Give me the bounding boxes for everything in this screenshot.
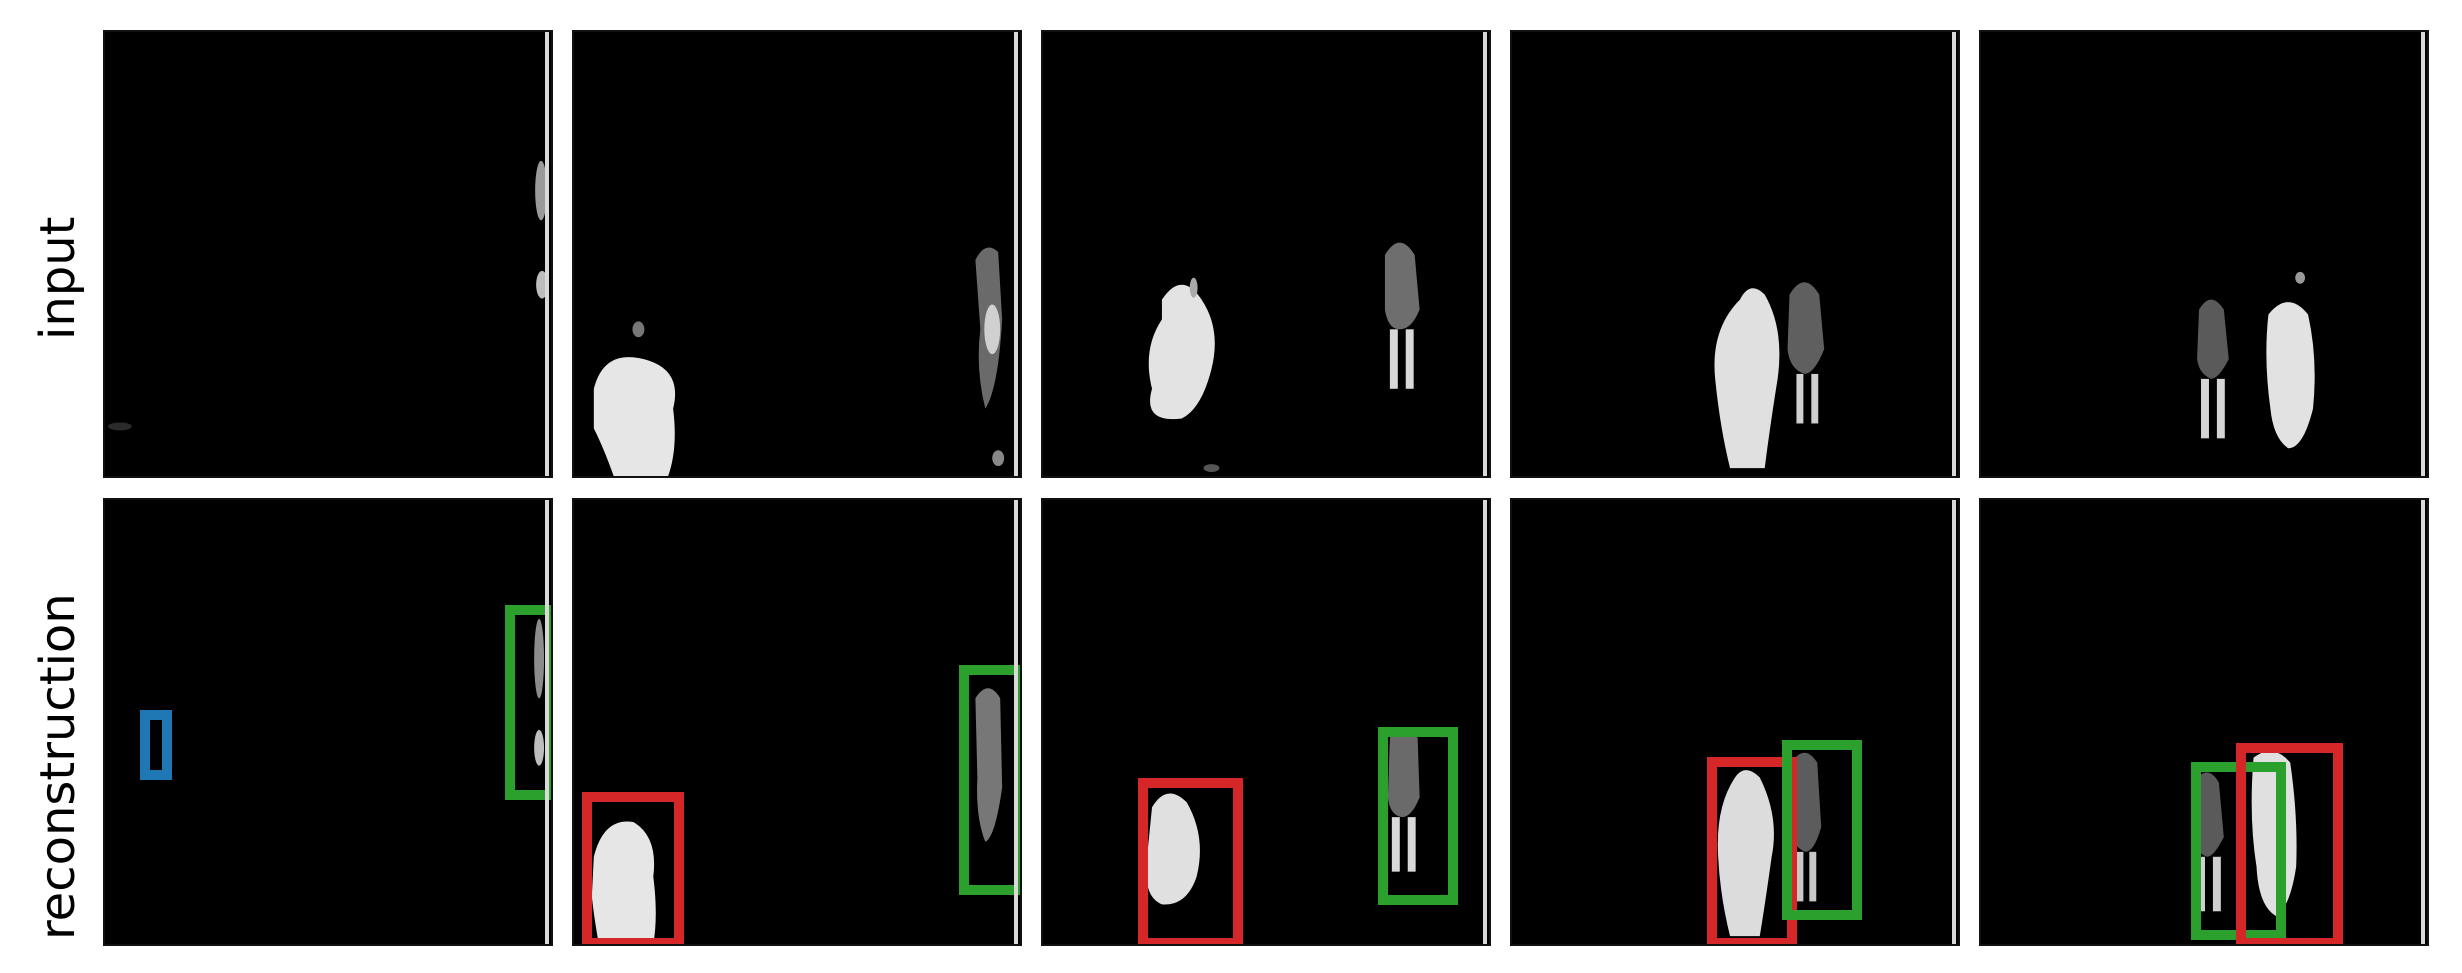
input-frame-3-image (1148, 242, 1420, 473)
reconstruction-frame-4-image (1717, 752, 1822, 937)
reconstruction-frame-2 (572, 498, 1022, 946)
reconstruction-frame-4 (1510, 498, 1960, 946)
input-frame-1-image (107, 160, 549, 431)
input-frame-5 (1979, 30, 2429, 478)
reconstruction-frame-1 (103, 498, 553, 946)
panel-edge (1483, 32, 1487, 476)
panel-edge (545, 32, 549, 476)
bbox-red (1707, 757, 1797, 944)
bbox-red (582, 792, 684, 944)
input-frame-4-image (1714, 282, 1825, 469)
bbox-green (1378, 727, 1458, 905)
bbox-red (1138, 778, 1243, 944)
panel-edge (2421, 500, 2425, 944)
reconstruction-frame-3-image (1146, 727, 1420, 905)
input-frame-2-image (593, 247, 1005, 476)
input-frame-1 (103, 30, 553, 478)
panel-edge (1952, 500, 1956, 944)
reconstruction-frame-3 (1041, 498, 1491, 946)
panel-edge (545, 500, 549, 944)
panel-edge (1014, 32, 1018, 476)
input-frame-4 (1510, 30, 1960, 478)
reconstruction-frame-1-image (534, 618, 545, 766)
bbox-green (1782, 740, 1862, 920)
panel-edge (1014, 500, 1018, 944)
panel-edge (1483, 500, 1487, 944)
reconstruction-frame-2-image (591, 688, 1003, 944)
panel-edge (2421, 32, 2425, 476)
row-label-input: input (30, 216, 86, 340)
bbox-red (2236, 743, 2343, 944)
input-frame-5-image (2197, 271, 2315, 449)
input-frame-2 (572, 30, 1022, 478)
bbox-blue (140, 710, 172, 780)
row-label-reconstruction: reconstruction (30, 593, 86, 940)
panel-edge (1952, 32, 1956, 476)
input-frame-3 (1041, 30, 1491, 478)
bbox-green (959, 665, 1020, 895)
reconstruction-frame-5 (1979, 498, 2429, 946)
